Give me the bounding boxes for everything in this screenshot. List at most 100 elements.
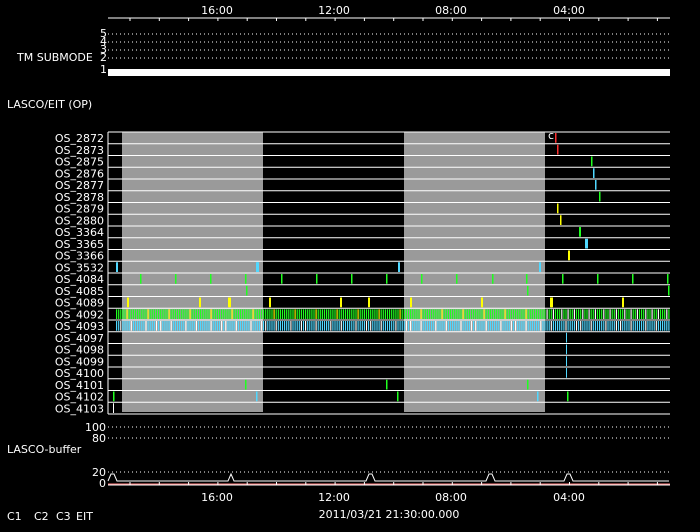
event-tick	[185, 321, 187, 331]
event-tick	[620, 309, 622, 319]
event-tick	[573, 321, 575, 331]
event-tick	[418, 309, 420, 319]
event-tick	[657, 309, 659, 319]
event-tick	[410, 321, 412, 331]
event-tick	[164, 309, 166, 319]
event-tick	[172, 309, 174, 319]
event-tick	[145, 309, 147, 319]
event-tick	[132, 309, 134, 319]
event-tick	[605, 309, 607, 319]
event-tick	[580, 309, 582, 319]
event-tick	[300, 321, 302, 331]
event-tick	[468, 309, 470, 319]
event-tick	[311, 309, 313, 319]
event-tick	[498, 321, 500, 331]
event-tick	[174, 309, 176, 319]
event-tick	[481, 321, 483, 331]
event-tick	[666, 309, 668, 319]
buffer-tick: 80	[92, 432, 106, 445]
event-tick	[170, 309, 172, 319]
event-tick	[357, 321, 359, 331]
event-tick	[554, 321, 557, 331]
event-tick	[584, 321, 586, 331]
event-tick	[214, 309, 216, 319]
event-tick	[628, 309, 630, 319]
event-tick	[575, 309, 578, 319]
event-tick	[447, 321, 449, 331]
event-tick	[179, 309, 181, 319]
event-tick	[533, 321, 536, 331]
event-tick	[643, 309, 645, 319]
event-tick	[386, 274, 388, 284]
event-tick	[512, 321, 515, 331]
event-tick	[384, 321, 386, 331]
event-tick	[521, 309, 523, 319]
event-tick	[361, 321, 363, 331]
event-tick	[313, 321, 315, 331]
event-tick	[140, 274, 142, 284]
timestamp: 2011/03/21 21:30:00.000	[319, 508, 460, 521]
event-tick	[279, 321, 281, 331]
legend-c3: C3	[56, 510, 71, 523]
event-tick	[641, 321, 643, 331]
tm-level-label: 2	[100, 51, 107, 64]
event-tick	[401, 309, 403, 319]
event-tick	[540, 321, 542, 331]
event-tick	[263, 321, 265, 331]
event-tick	[391, 309, 393, 319]
event-tick	[655, 321, 657, 331]
event-tick	[395, 321, 397, 331]
event-tick	[277, 309, 279, 319]
event-tick	[470, 309, 473, 319]
event-tick	[632, 321, 634, 331]
event-tick	[527, 309, 529, 319]
event-tick	[426, 321, 428, 331]
event-tick	[246, 309, 248, 319]
event-tick	[662, 309, 664, 319]
event-tick	[561, 309, 563, 319]
event-tick	[659, 309, 662, 319]
event-tick	[416, 309, 418, 319]
event-tick	[126, 309, 128, 319]
event-tick	[565, 309, 567, 319]
event-tick	[662, 321, 664, 331]
event-tick	[447, 309, 449, 319]
event-tick	[536, 309, 538, 319]
event-tick	[359, 321, 361, 331]
event-tick	[410, 309, 412, 319]
event-tick	[187, 321, 189, 331]
event-tick	[568, 250, 570, 261]
event-tick	[615, 309, 617, 319]
event-tick	[666, 321, 668, 331]
top-axis: 16:00 12:00 08:00 04:00	[108, 4, 670, 21]
event-tick	[599, 309, 601, 319]
event-tick	[118, 321, 120, 331]
buffer-tick: 0	[99, 477, 106, 490]
event-tick	[433, 321, 435, 331]
event-tick	[137, 309, 139, 319]
event-tick	[512, 309, 515, 319]
event-tick	[531, 321, 533, 331]
event-tick	[563, 321, 565, 331]
event-tick	[565, 321, 567, 331]
event-tick	[296, 309, 298, 319]
event-tick	[189, 321, 191, 331]
event-tick	[431, 309, 433, 319]
event-tick	[536, 321, 538, 331]
event-tick	[227, 321, 229, 331]
event-tick	[470, 321, 473, 331]
event-tick	[246, 285, 248, 296]
event-tick	[601, 309, 603, 319]
event-tick	[191, 309, 193, 319]
event-tick	[475, 309, 477, 319]
event-tick	[168, 321, 170, 331]
event-tick	[397, 391, 399, 402]
event-tick	[143, 321, 145, 331]
event-tick	[290, 321, 292, 331]
event-tick	[132, 321, 134, 331]
event-tick	[328, 309, 330, 319]
event-tick	[567, 391, 569, 402]
event-tick	[624, 321, 626, 331]
event-tick	[313, 309, 315, 319]
event-tick	[567, 321, 569, 331]
